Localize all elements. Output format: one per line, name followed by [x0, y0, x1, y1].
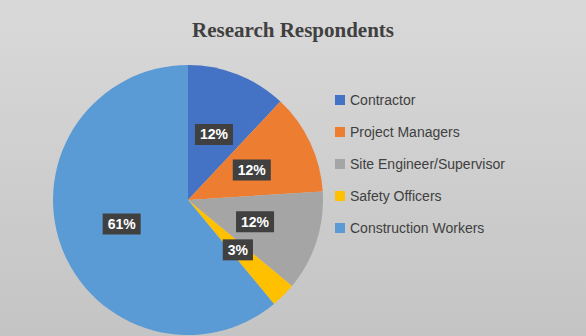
svg-text:12%: 12% [200, 126, 229, 142]
svg-text:Research Respondents: Research Respondents [192, 18, 394, 42]
svg-text:Safety Officers: Safety Officers [350, 188, 442, 204]
svg-text:12%: 12% [238, 162, 267, 178]
svg-text:12%: 12% [241, 214, 270, 230]
svg-text:61%: 61% [108, 216, 137, 232]
svg-text:3%: 3% [228, 242, 249, 258]
svg-text:Project Managers: Project Managers [350, 124, 460, 140]
svg-text:Contractor: Contractor [350, 92, 416, 108]
svg-text:Site Engineer/Supervisor: Site Engineer/Supervisor [350, 156, 505, 172]
svg-text:Construction Workers: Construction Workers [350, 220, 484, 236]
